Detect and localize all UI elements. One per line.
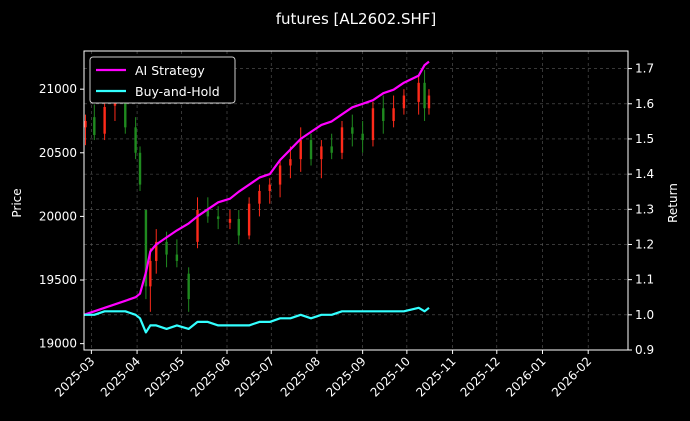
candle-body: [206, 210, 210, 217]
y2-tick-label: 1.0: [635, 308, 654, 322]
y-tick-label: 19000: [39, 337, 77, 351]
candle-body: [247, 203, 251, 236]
candle-body: [278, 165, 282, 185]
candle-body: [138, 152, 142, 185]
candle-body: [361, 133, 364, 141]
candle-body: [216, 216, 220, 219]
y-tick-label: 20500: [39, 146, 77, 160]
candle-body: [417, 82, 420, 102]
series-line-buy-and-hold: [84, 306, 430, 334]
candle-body: [228, 218, 232, 223]
y-tick-label: 20000: [39, 209, 77, 223]
candle-body: [124, 94, 127, 128]
chart-title: futures [AL2602.SHF]: [276, 10, 437, 28]
y2-tick-label: 1.1: [635, 273, 654, 287]
series-line-ai-strategy: [83, 60, 430, 316]
candle-body: [299, 140, 302, 160]
candle-body: [155, 241, 158, 261]
y2-tick-label: 1.6: [635, 97, 654, 111]
candle-body: [320, 146, 323, 160]
candle-body: [392, 108, 395, 121]
y2-tick-label: 1.7: [635, 62, 654, 76]
candle-body: [423, 82, 426, 109]
candle-body: [165, 241, 168, 255]
candle-body: [351, 127, 354, 134]
y2-axis-ticks: 0.9 1.0 1.1 1.2 1.3 1.4 1.5 1.6 1.7: [628, 62, 654, 357]
candle-body: [309, 140, 313, 160]
candle-body: [84, 120, 87, 128]
y-axis-ticks: 19000 19500 20000 20500 21000: [39, 82, 84, 351]
candle-body: [268, 184, 271, 191]
candle-body: [289, 159, 292, 166]
candle-body: [371, 108, 375, 141]
legend-label-ai-strategy: AI Strategy: [135, 63, 205, 78]
candle-body: [149, 260, 152, 287]
legend: AI Strategy Buy-and-Hold: [89, 56, 236, 104]
candlesticks: [84, 70, 431, 312]
candle-body: [258, 190, 261, 204]
candle-body: [196, 210, 199, 242]
y2-tick-label: 1.5: [635, 132, 654, 146]
plot-frame: [83, 50, 629, 351]
candle-body: [382, 108, 385, 121]
candle-body: [144, 210, 148, 287]
candle-body: [402, 95, 406, 109]
candle-body: [134, 127, 137, 153]
candle-body: [330, 146, 333, 153]
y2-tick-label: 1.4: [635, 167, 654, 181]
candle-body: [427, 95, 431, 109]
series-lines: [83, 60, 430, 334]
y-tick-label: 21000: [39, 82, 77, 96]
y-axis-title: Price: [10, 188, 24, 217]
candle-body: [93, 117, 96, 135]
candle-body: [340, 127, 344, 153]
legend-box: [89, 56, 236, 104]
candle-body: [187, 273, 190, 300]
candle-body: [237, 218, 240, 236]
y2-tick-label: 1.2: [635, 237, 654, 251]
legend-label-buy-and-hold: Buy-and-Hold: [135, 84, 220, 99]
candle-body: [175, 254, 179, 261]
y2-tick-label: 1.3: [635, 202, 654, 216]
y2-axis-title: Return: [666, 183, 680, 223]
y2-tick-label: 0.9: [635, 343, 654, 357]
candle-body: [103, 106, 106, 134]
y-tick-label: 19500: [39, 273, 77, 287]
